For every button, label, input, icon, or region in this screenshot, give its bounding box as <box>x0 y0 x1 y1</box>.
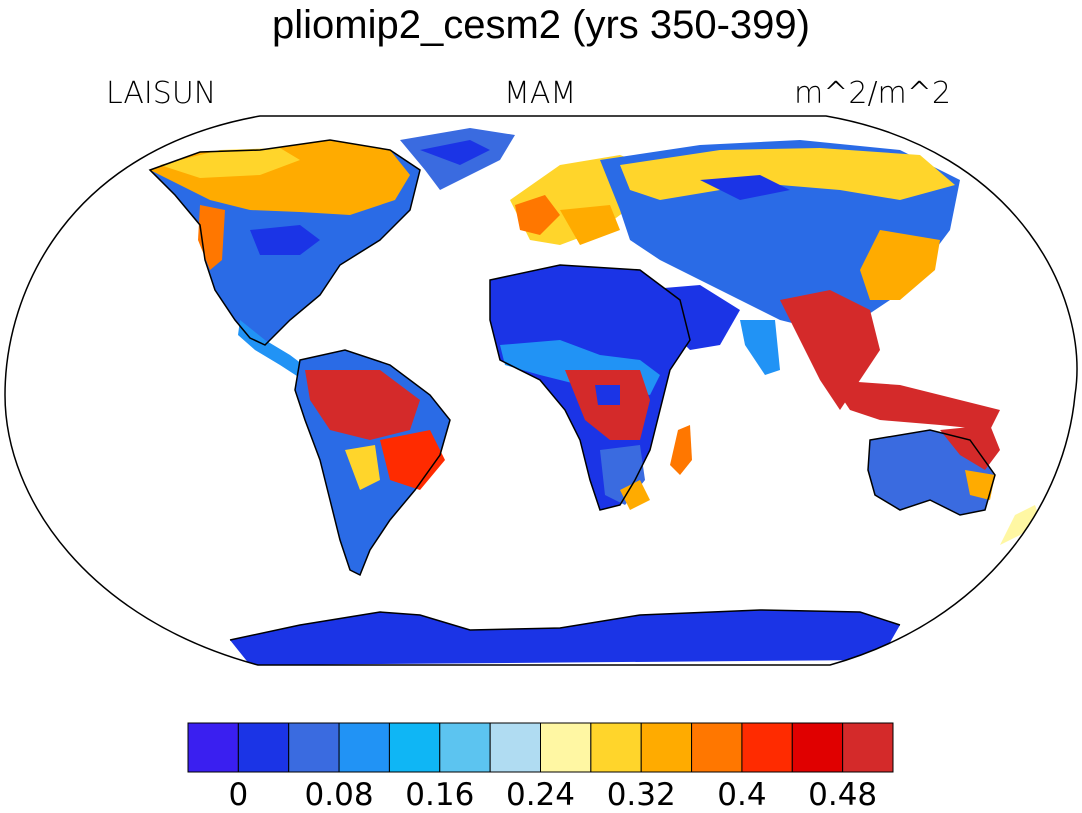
coastlines <box>148 139 996 641</box>
colorbar-tick-label: 0.16 <box>405 777 475 813</box>
colorbar-tick-label: 0.24 <box>505 777 576 813</box>
colorbar-swatch <box>388 722 441 773</box>
colorbar-swatch <box>540 722 592 773</box>
colorbar-swatch <box>842 722 894 773</box>
colorbar-swatch <box>439 722 491 773</box>
colorbar-swatch <box>691 722 743 773</box>
colorbar-tick-label: 0.32 <box>606 777 676 813</box>
colorbar-tick-label: 0.08 <box>304 777 374 813</box>
colorbar-tick-label: 0 <box>228 777 249 813</box>
antarctica-land <box>230 610 900 665</box>
colorbar <box>187 722 894 773</box>
colorbar-swatch <box>590 722 642 773</box>
map-title: pliomip2_cesm2 (yrs 350-399) <box>271 3 810 47</box>
colorbar-swatch <box>741 722 793 773</box>
new-zealand-land <box>1000 505 1040 545</box>
colorbar-swatch <box>489 722 541 773</box>
variable-label: LAISUN <box>106 76 217 111</box>
colorbar-swatch <box>237 722 290 773</box>
colorbar-swatch <box>640 722 693 773</box>
colorbar-swatch <box>338 722 390 773</box>
colorbar-swatch <box>288 722 340 773</box>
central-america-land <box>238 320 310 378</box>
colorbar-swatch <box>187 722 239 773</box>
colorbar-swatch <box>791 722 844 773</box>
globe-outline <box>4 115 1078 666</box>
colorbar-tick-label: 0.48 <box>808 777 878 813</box>
season-label: MAM <box>504 76 577 111</box>
units-label: m^2/m^2 <box>794 76 952 111</box>
map-land-fill <box>150 128 1040 665</box>
colorbar-tick-label: 0.4 <box>717 777 767 813</box>
